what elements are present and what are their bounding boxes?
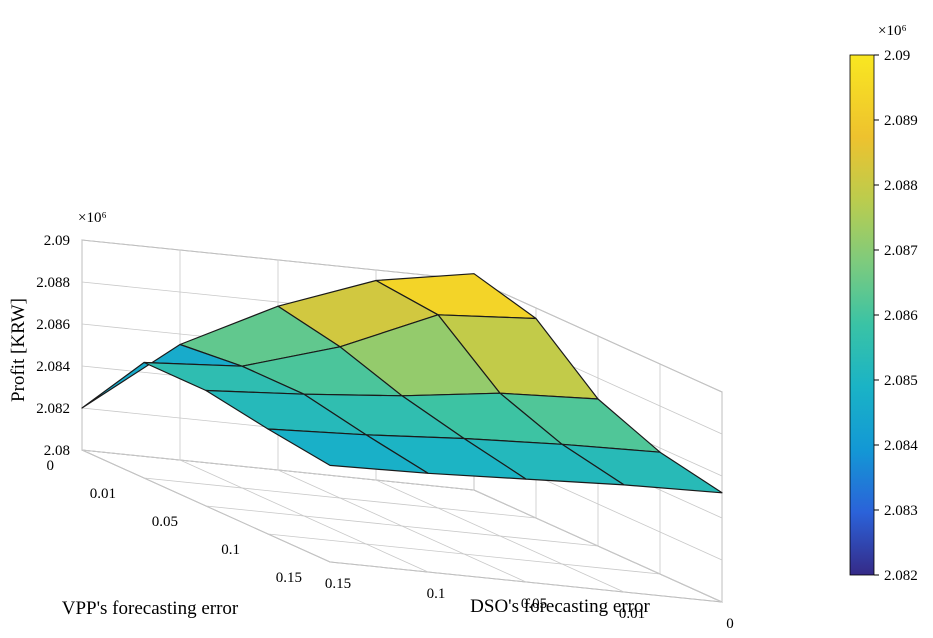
z-tick: 2.086 xyxy=(36,317,70,333)
colorbar-tick: 2.085 xyxy=(884,373,918,389)
colorbar-tick: 2.087 xyxy=(884,243,918,259)
colorbar-exponent: ×10⁶ xyxy=(878,23,907,39)
z-tick: 2.09 xyxy=(44,233,70,249)
x-tick: 0.15 xyxy=(325,576,351,592)
x-axis-label: DSO's forecasting error xyxy=(470,596,650,617)
surface-chart: 0.150.10.050.0100.150.10.050.0102.082.08… xyxy=(0,0,933,638)
z-tick: 2.084 xyxy=(36,359,70,375)
y-tick: 0.01 xyxy=(90,486,116,502)
colorbar-tick: 2.083 xyxy=(884,503,918,519)
y-tick: 0.1 xyxy=(221,542,240,558)
y-axis-label: VPP's forecasting error xyxy=(62,598,239,619)
y-tick: 0.05 xyxy=(152,514,178,530)
z-tick: 2.082 xyxy=(36,401,70,417)
colorbar-tick: 2.088 xyxy=(884,178,918,194)
colorbar xyxy=(850,55,874,575)
y-tick: 0 xyxy=(47,458,55,474)
colorbar-tick: 2.084 xyxy=(884,438,918,454)
colorbar-tick: 2.09 xyxy=(884,48,910,64)
colorbar-tick: 2.086 xyxy=(884,308,918,324)
y-tick: 0.15 xyxy=(276,570,302,586)
z-tick: 2.08 xyxy=(44,443,70,459)
z-tick: 2.088 xyxy=(36,275,70,291)
x-tick: 0 xyxy=(726,616,734,632)
z-axis-label: Profit [KRW] xyxy=(8,298,29,402)
z-exponent: ×10⁶ xyxy=(78,210,107,226)
colorbar-tick: 2.089 xyxy=(884,113,918,129)
x-tick: 0.1 xyxy=(427,586,446,602)
colorbar-tick: 2.082 xyxy=(884,568,918,584)
